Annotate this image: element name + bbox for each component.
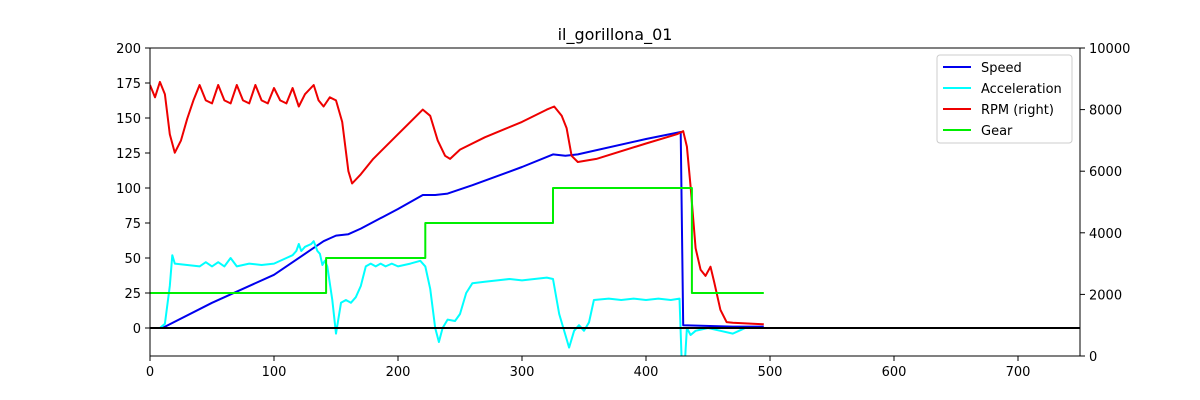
plot-frame [149,47,1081,357]
y-right-tick-label: 4000 [1089,227,1122,242]
x-tick-label: 600 [882,365,907,380]
y-left-tick-label: 25 [124,287,141,302]
y-left-tick-label: 125 [116,147,141,162]
legend-label: Speed [981,61,1022,76]
legend-label: Acceleration [981,82,1062,97]
x-tick-label: 500 [758,365,783,380]
y-left-tick-label: 0 [133,322,141,337]
y-left-tick-label: 175 [116,77,141,92]
legend-label: Gear [981,124,1013,139]
series-line-rpm-right [150,80,764,326]
y-left-tick-label: 100 [116,182,141,197]
y-right-tick-label: 10000 [1089,42,1130,57]
legend-label: RPM (right) [981,103,1054,118]
x-tick-label: 200 [386,365,411,380]
y-left-tick-label: 200 [116,42,141,57]
y-left-tick-label: 75 [124,217,141,232]
x-tick-label: 700 [1006,365,1031,380]
x-tick-label: 100 [262,365,287,380]
y-left-tick-label: 150 [116,112,141,127]
chart-title: il_gorillona_01 [558,25,673,45]
series-line-acceleration [159,240,758,356]
series-line-speed [161,131,764,329]
y-right-tick-label: 0 [1089,350,1097,365]
y-right-tick-label: 6000 [1089,165,1122,180]
series-line-gear [150,187,764,294]
y-right-tick-label: 2000 [1089,288,1122,303]
x-tick-label: 0 [146,365,154,380]
x-tick-label: 300 [510,365,535,380]
y-right-tick-label: 8000 [1089,104,1122,119]
x-tick-label: 400 [634,365,659,380]
y-left-tick-label: 50 [124,252,141,267]
legend-box [936,54,1073,144]
